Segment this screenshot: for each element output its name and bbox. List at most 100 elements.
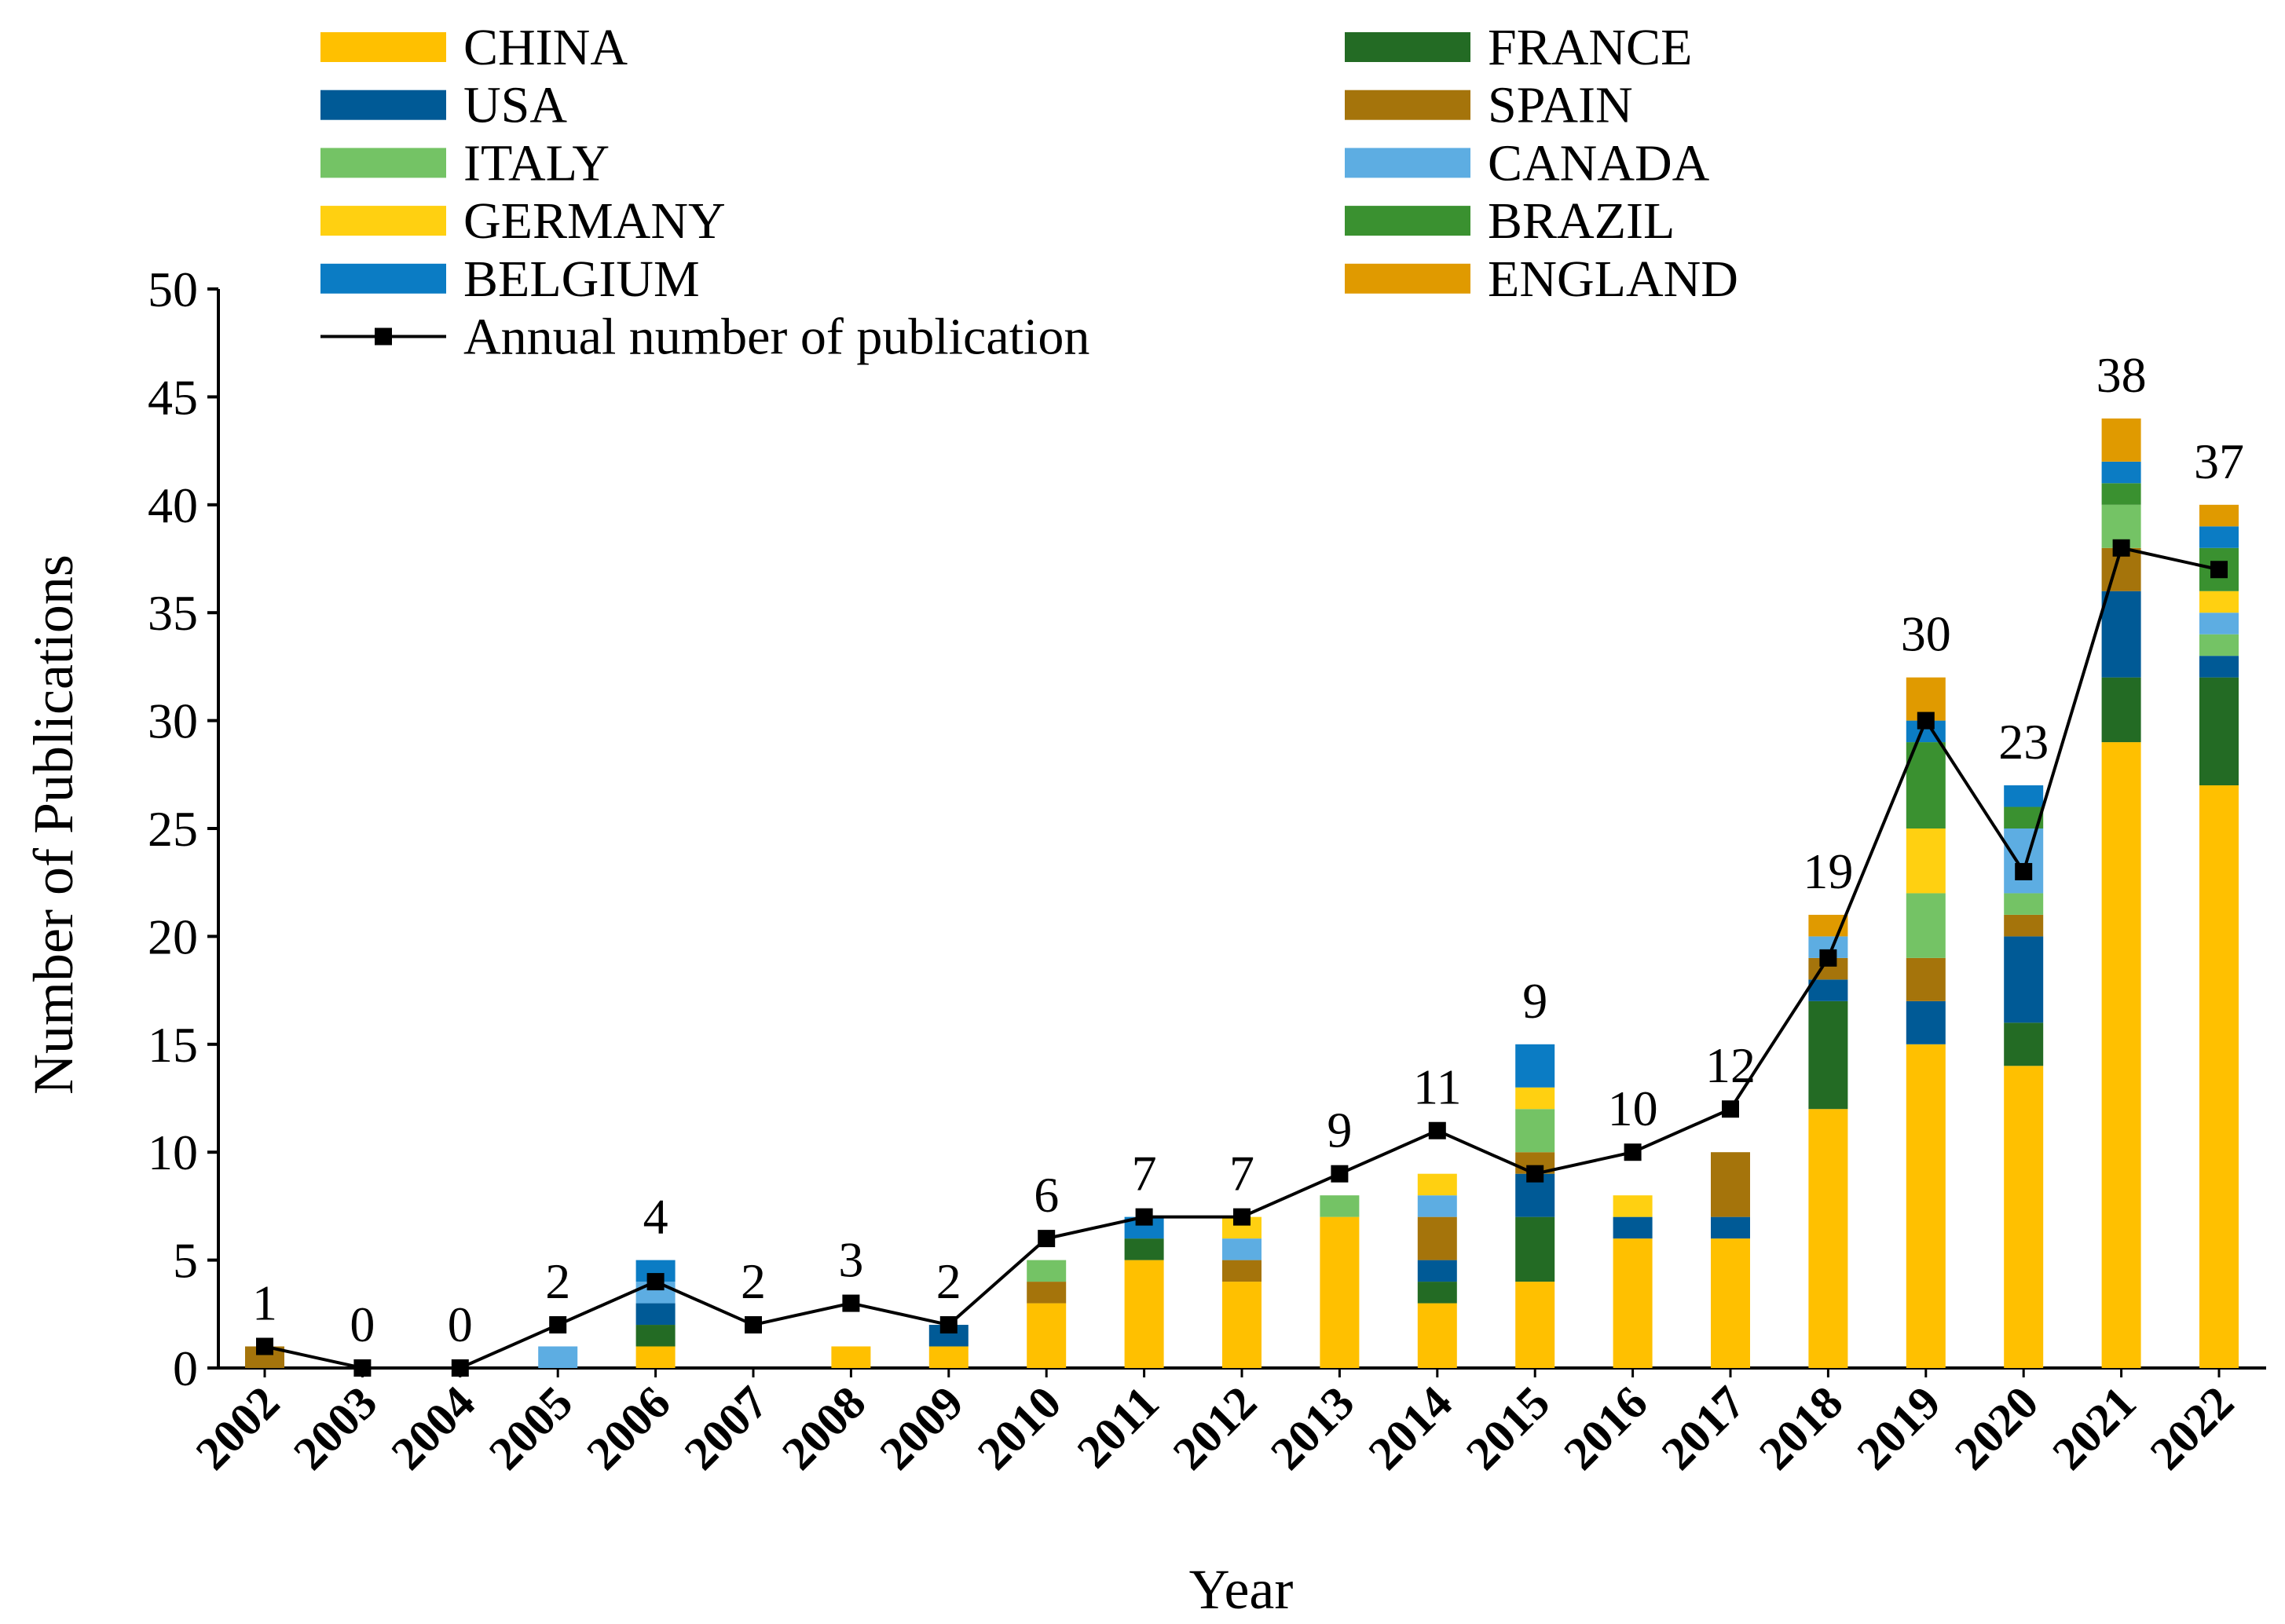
- bar-spain-2020: [2004, 914, 2044, 937]
- bar-italy-2020: [2004, 893, 2044, 915]
- bar-belgium-2020: [2004, 785, 2044, 807]
- x-tick-label: 2010: [968, 1377, 1071, 1480]
- bar-china-2018: [1808, 1109, 1848, 1368]
- data-label-2018: 19: [1803, 843, 1853, 899]
- line-marker-2018: [1819, 949, 1837, 967]
- x-tick-label: 2007: [675, 1377, 778, 1480]
- bar-italy-2015: [1515, 1109, 1555, 1153]
- x-tick-label: 2011: [1067, 1377, 1169, 1478]
- bar-china-2016: [1613, 1238, 1653, 1368]
- bar-germany-2014: [1417, 1173, 1457, 1196]
- data-label-2011: 7: [1132, 1146, 1157, 1202]
- data-label-2012: 7: [1229, 1146, 1254, 1202]
- bar-france-2011: [1124, 1238, 1164, 1260]
- y-axis-title: Number of Publications: [22, 554, 85, 1095]
- x-tick-label: 2008: [772, 1377, 876, 1480]
- data-label-2016: 10: [1608, 1081, 1658, 1136]
- bar-england-2022: [2199, 504, 2239, 527]
- line-marker-2003: [353, 1359, 372, 1377]
- bar-germany-2015: [1515, 1087, 1555, 1110]
- legend-swatch-belgium: [320, 263, 446, 294]
- bar-france-2018: [1808, 1000, 1848, 1110]
- line-marker-2007: [745, 1316, 762, 1334]
- line-marker-2004: [451, 1359, 469, 1377]
- bar-belgium-2021: [2101, 461, 2141, 484]
- bar-usa-2016: [1613, 1216, 1653, 1239]
- bar-canada-2020: [2004, 828, 2044, 894]
- bar-china-2011: [1124, 1260, 1164, 1368]
- line-marker-2015: [1526, 1165, 1544, 1183]
- line-marker-2009: [939, 1316, 958, 1334]
- stacked-bars: [245, 418, 2239, 1368]
- bar-usa-2022: [2199, 656, 2239, 678]
- line-marker-2017: [1722, 1100, 1739, 1118]
- x-tick-label: 2018: [1749, 1377, 1853, 1480]
- bar-usa-2014: [1417, 1260, 1457, 1282]
- x-tick-label: 2002: [186, 1377, 290, 1480]
- bar-germany-2019: [1906, 828, 1946, 894]
- data-label-2010: 6: [1034, 1167, 1059, 1223]
- data-label-2004: 0: [448, 1297, 473, 1352]
- data-label-2003: 0: [350, 1297, 375, 1352]
- data-label-2015: 9: [1522, 973, 1547, 1029]
- y-tick-label: 20: [148, 909, 198, 964]
- line-marker-2013: [1331, 1165, 1349, 1183]
- y-tick-label: 15: [148, 1017, 198, 1073]
- bar-france-2015: [1515, 1216, 1555, 1282]
- data-label-2005: 2: [545, 1253, 570, 1309]
- bar-canada-2022: [2199, 613, 2239, 635]
- y-tick-label: 30: [148, 693, 198, 749]
- bar-brazil-2019: [1906, 742, 1946, 828]
- data-label-2006: 4: [643, 1189, 668, 1245]
- bar-usa-2017: [1711, 1216, 1750, 1239]
- y-tick-label: 50: [148, 262, 198, 317]
- legend-label-annual-number-of-publication: Annual number of publication: [463, 309, 1089, 366]
- bar-usa-2018: [1808, 979, 1848, 1001]
- bar-france-2020: [2004, 1022, 2044, 1066]
- legend-swatch-usa: [320, 90, 446, 120]
- legend-swatch-germany: [320, 206, 446, 236]
- line-marker-2002: [256, 1337, 273, 1355]
- bar-usa-2019: [1906, 1000, 1946, 1044]
- bar-germany-2016: [1613, 1195, 1653, 1217]
- data-label-2014: 11: [1413, 1059, 1462, 1115]
- legend-swatch-spain: [1345, 90, 1470, 120]
- line-marker-2016: [1624, 1143, 1642, 1161]
- bar-france-2014: [1417, 1282, 1457, 1304]
- bar-france-2021: [2101, 677, 2141, 743]
- data-label-2008: 3: [838, 1232, 863, 1288]
- x-tick-label: 2006: [577, 1377, 680, 1480]
- line-marker-2006: [646, 1273, 665, 1291]
- x-tick-label: 2022: [2140, 1377, 2244, 1480]
- legend-label-england: ENGLAND: [1488, 251, 1738, 308]
- legend-swatch-china: [320, 32, 446, 62]
- bar-spain-2014: [1417, 1216, 1457, 1260]
- bar-france-2022: [2199, 677, 2239, 786]
- x-tick-label: 2003: [284, 1377, 387, 1480]
- x-tick-label: 2020: [1945, 1377, 2049, 1480]
- legend-swatch-canada: [1345, 148, 1470, 178]
- bar-italy-2010: [1027, 1260, 1067, 1282]
- x-tick-label: 2014: [1358, 1377, 1462, 1480]
- x-tick-label: 2017: [1652, 1377, 1756, 1480]
- bar-spain-2017: [1711, 1152, 1750, 1217]
- x-tick-label: 2019: [1847, 1377, 1950, 1480]
- y-tick-label: 25: [148, 801, 198, 857]
- x-tick-label: 2004: [381, 1377, 485, 1480]
- x-tick-label: 2009: [870, 1377, 973, 1480]
- data-label-2007: 2: [741, 1253, 766, 1309]
- line-marker-2019: [1917, 711, 1935, 730]
- bar-france-2006: [635, 1325, 676, 1347]
- annual-publication-line: [256, 539, 2228, 1377]
- data-label-2013: 9: [1327, 1103, 1352, 1158]
- bar-spain-2019: [1906, 957, 1946, 1001]
- bar-canada-2005: [538, 1346, 578, 1368]
- bar-belgium-2015: [1515, 1044, 1555, 1088]
- legend-swatch-england: [1345, 263, 1470, 294]
- x-tick-label: 2021: [2042, 1377, 2146, 1480]
- data-label-2017: 12: [1705, 1037, 1756, 1093]
- bar-china-2022: [2199, 785, 2239, 1368]
- bar-china-2020: [2004, 1066, 2044, 1368]
- x-tick-label: 2013: [1261, 1377, 1364, 1480]
